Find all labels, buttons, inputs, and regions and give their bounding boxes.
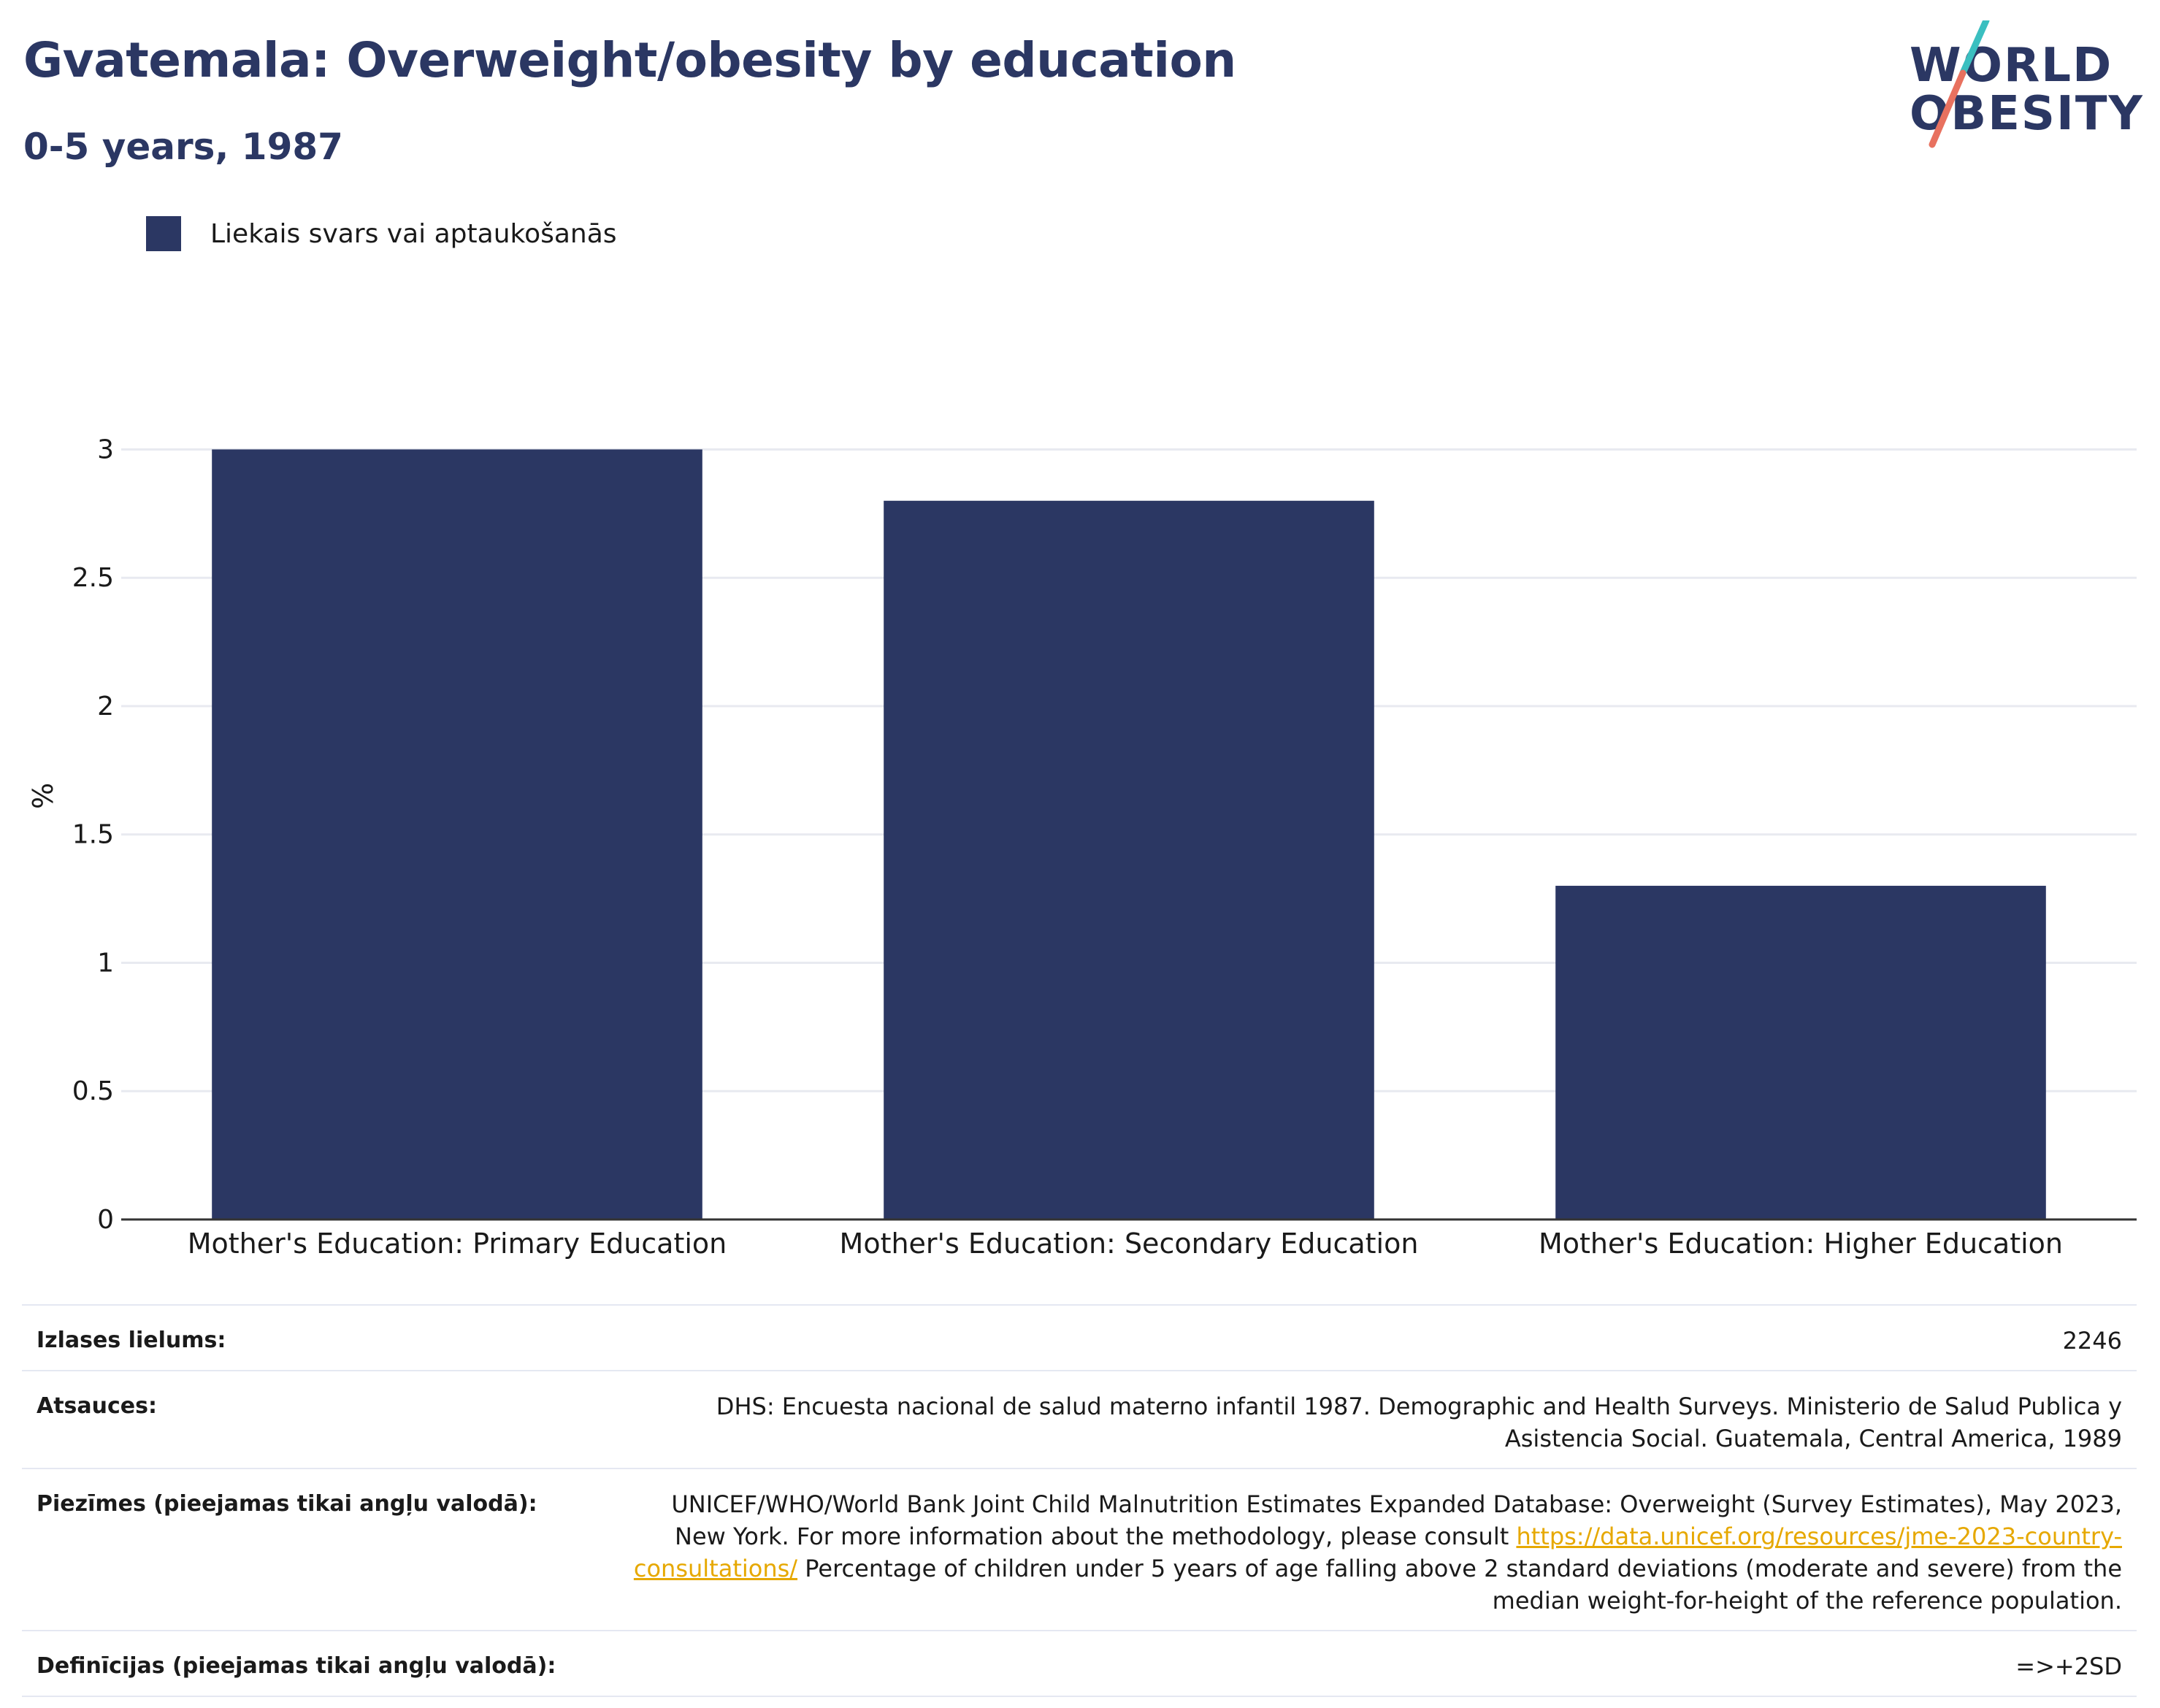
x-tick-label: Mother's Education: Secondary Education — [840, 1228, 1419, 1260]
info-row-sample-size: Izlases lielums: 2246 — [22, 1304, 2137, 1371]
notes-label: Piezīmes (pieejamas tikai angļu valodā): — [22, 1468, 606, 1631]
notes-text-after: Percentage of children under 5 years of … — [797, 1555, 2122, 1615]
chart-title: Gvatemala: Overweight/obesity by educati… — [23, 32, 1236, 88]
logo-text-line1: WORLD — [1910, 39, 2113, 93]
notes-value: UNICEF/WHO/World Bank Joint Child Malnut… — [606, 1468, 2137, 1631]
y-tick-label: 0 — [97, 1205, 114, 1235]
sources-value: DHS: Encuesta nacional de salud materno … — [606, 1370, 2137, 1468]
chart-legend[interactable]: Liekais svars vai aptaukošanās — [146, 216, 617, 251]
bar — [212, 449, 702, 1219]
sample-size-value: 2246 — [606, 1304, 2137, 1371]
notes-methodology-link[interactable]: https://data.unicef.org/resources/jme-20… — [633, 1523, 2122, 1582]
bar — [884, 500, 1374, 1219]
chart-subtitle: 0-5 years, 1987 — [23, 126, 343, 168]
y-tick-label: 1.5 — [72, 820, 114, 850]
legend-swatch — [146, 216, 181, 251]
bar — [1555, 886, 2046, 1219]
info-table: Izlases lielums: 2246 Atsauces: DHS: Enc… — [22, 1304, 2137, 1697]
info-row-definitions: Definīcijas (pieejamas tikai angļu valod… — [22, 1630, 2137, 1697]
info-row-notes: Piezīmes (pieejamas tikai angļu valodā):… — [22, 1468, 2137, 1631]
y-tick-label: 1 — [97, 948, 114, 978]
y-tick-label: 2 — [97, 692, 114, 721]
y-axis-label: % — [27, 783, 59, 809]
notes-text-before: UNICEF/WHO/World Bank Joint Child Malnut… — [671, 1490, 2122, 1550]
bar-chart: 0 0.5 1 1.5 2 2.5 3 Mother's Education: Primary… — [27, 434, 2137, 1260]
logo-slash-icon — [1929, 20, 1990, 148]
info-row-sources: Atsauces: DHS: Encuesta nacional de salu… — [22, 1370, 2137, 1468]
sources-label: Atsauces: — [22, 1370, 606, 1468]
y-tick-label: 0.5 — [72, 1076, 114, 1106]
y-tick-label: 3 — [97, 434, 114, 464]
definitions-label: Definīcijas (pieejamas tikai angļu valod… — [22, 1630, 606, 1697]
legend-label: Liekais svars vai aptaukošanās — [210, 218, 617, 249]
sample-size-label: Izlases lielums: — [22, 1304, 606, 1371]
x-tick-label: Mother's Education: Primary Education — [188, 1228, 727, 1260]
world-obesity-logo[interactable]: WORLD OBESITY — [1899, 20, 2147, 152]
definitions-value: =>+2SD — [606, 1630, 2137, 1697]
y-tick-label: 2.5 — [72, 563, 114, 593]
x-tick-label: Mother's Education: Higher Education — [1539, 1228, 2063, 1260]
